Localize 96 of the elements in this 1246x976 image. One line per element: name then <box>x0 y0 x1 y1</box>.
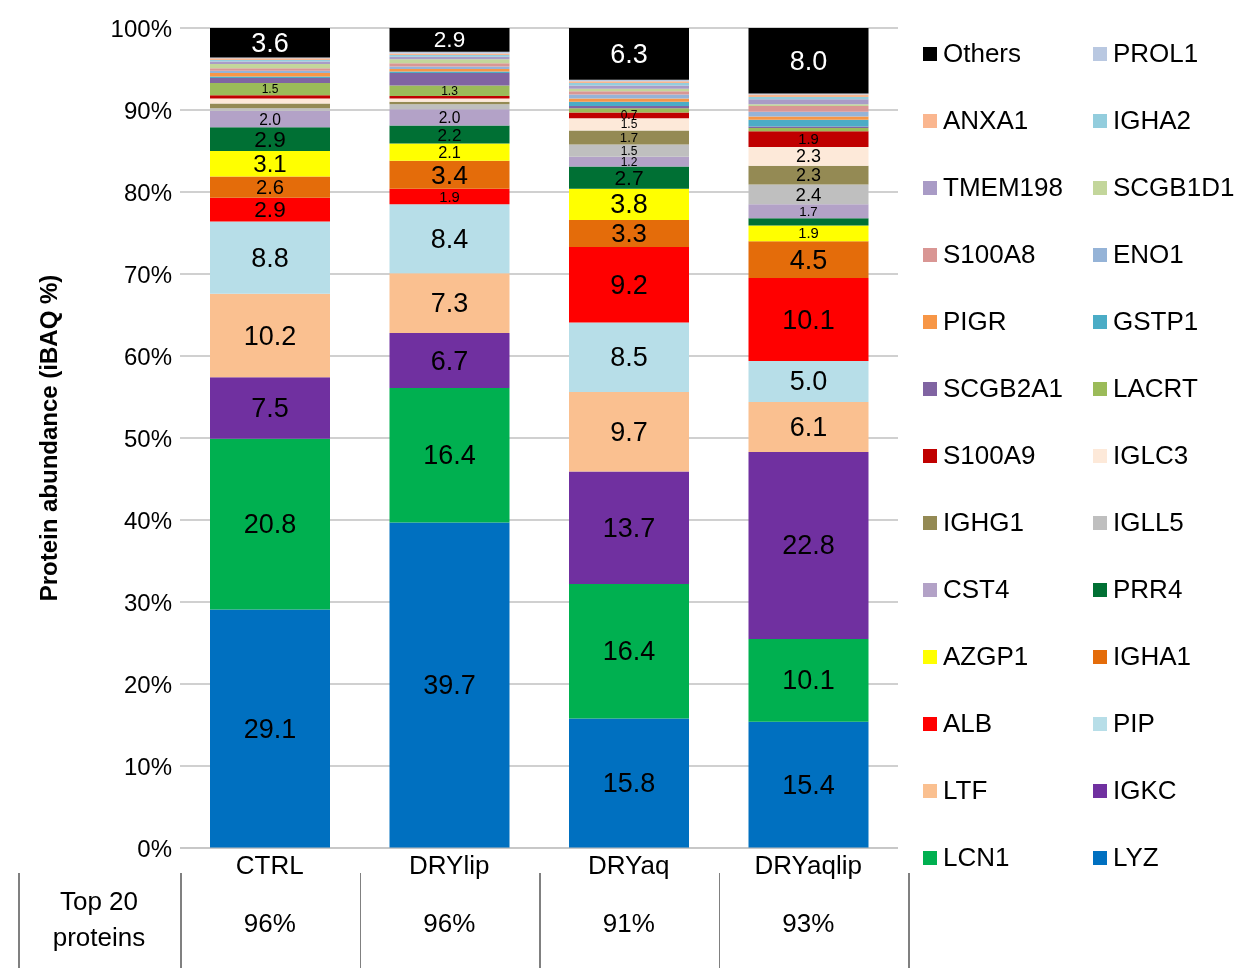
data-label: 29.1 <box>243 713 297 744</box>
data-label: 1.7 <box>619 129 639 145</box>
data-label: 5.0 <box>789 366 828 397</box>
text: 91% <box>601 908 656 939</box>
data-label: 3.3 <box>611 219 647 248</box>
legend-label: TMEM198 <box>943 172 1063 203</box>
data-label: 7.5 <box>251 393 289 424</box>
legend-label: IGLC3 <box>1113 440 1189 471</box>
data-label: 16.4 <box>602 636 656 667</box>
legend-label: SCGB2A1 <box>943 373 1063 404</box>
data-label: 2.0 <box>259 110 282 128</box>
data-label: 2.6 <box>255 176 285 199</box>
data-label: 2.2 <box>437 124 462 145</box>
legend-label: ANXA1 <box>943 105 1029 136</box>
legend-label: LTF <box>943 775 988 806</box>
legend-label: PIGR <box>943 306 1007 337</box>
x-tick-label: DRYaqlip <box>754 850 862 881</box>
data-label: 10.1 <box>782 665 835 696</box>
x-tick-label: CTRL <box>235 850 304 881</box>
legend-label: IGHA1 <box>1113 641 1192 672</box>
data-label: 1.9 <box>439 188 460 205</box>
data-label: 3.4 <box>431 159 468 190</box>
legend-label: S100A9 <box>943 440 1036 471</box>
data-label: 2.1 <box>438 143 461 162</box>
y-tick-label: 90% <box>123 96 172 124</box>
data-label: 15.4 <box>782 769 835 800</box>
y-tick-label: 30% <box>123 588 172 616</box>
data-label: 8.4 <box>430 223 469 254</box>
legend-label: CST4 <box>943 574 1010 605</box>
legend-label: PROL1 <box>1113 38 1199 69</box>
legend-label: Others <box>943 38 1022 69</box>
data-label: 8.5 <box>610 342 648 373</box>
data-label: 4.5 <box>789 244 828 275</box>
data-label: 1.5 <box>261 82 279 97</box>
legend-label: LACRT <box>1113 373 1198 404</box>
legend-label: SCGB1D1 <box>1113 172 1235 203</box>
text: Top 20 proteins <box>51 885 147 954</box>
data-label: 9.2 <box>610 269 648 300</box>
data-label: 2.3 <box>796 165 821 186</box>
y-tick-label: 50% <box>123 424 172 452</box>
data-label: 1.9 <box>798 225 819 242</box>
y-tick-label: 0% <box>137 834 172 862</box>
y-tick-label: 10% <box>123 752 172 780</box>
data-label: 3.8 <box>610 189 648 220</box>
data-label: 1.3 <box>441 83 459 98</box>
data-label: 1.9 <box>798 131 819 148</box>
y-tick-label: 100% <box>110 14 172 42</box>
data-label: 2.9 <box>254 126 286 152</box>
data-label: 2.9 <box>433 27 466 53</box>
legend-label: LYZ <box>1113 842 1159 873</box>
x-tick-label: DRYaq <box>588 850 670 881</box>
text: 96% <box>242 908 297 939</box>
legend-label: IGKC <box>1113 775 1177 806</box>
data-label: 2.7 <box>614 166 644 190</box>
legend-label: IGHG1 <box>943 507 1024 538</box>
legend-label: AZGP1 <box>943 641 1029 672</box>
data-label: 3.6 <box>251 27 289 58</box>
y-tick-label: 60% <box>123 342 172 370</box>
data-label: 39.7 <box>423 670 476 701</box>
legend-label: PRR4 <box>1113 574 1183 605</box>
data-label: 20.8 <box>243 509 297 540</box>
data-label: 2.4 <box>795 183 822 205</box>
data-label: 2.0 <box>438 108 461 126</box>
legend-label: ENO1 <box>1113 239 1184 270</box>
data-label: 6.1 <box>789 411 828 442</box>
text: 96% <box>422 908 477 939</box>
y-tick-label: 80% <box>123 178 172 206</box>
y-tick-label: 40% <box>123 506 172 534</box>
legend-label: ALB <box>943 708 993 739</box>
data-label: 3.1 <box>253 150 287 178</box>
data-label: 13.7 <box>602 512 656 543</box>
y-axis-title: Protein abundance (iBAQ %) <box>34 274 62 602</box>
legend-label: LCN1 <box>943 842 1010 873</box>
data-label: 2.3 <box>796 146 821 167</box>
legend-label: PIP <box>1113 708 1155 739</box>
y-tick-label: 70% <box>123 260 172 288</box>
text: 93% <box>781 908 836 939</box>
data-label: 8.0 <box>789 45 828 76</box>
legend-label: S100A8 <box>943 239 1036 270</box>
legend-label: IGHA2 <box>1113 105 1192 136</box>
x-tick-label: DRYlip <box>409 850 490 881</box>
data-label: 2.9 <box>254 197 286 223</box>
legend-label: GSTP1 <box>1113 306 1199 337</box>
data-label: 6.3 <box>610 38 648 69</box>
data-label: 9.7 <box>610 416 648 447</box>
legend-label: IGLL5 <box>1113 507 1184 538</box>
y-tick-label: 20% <box>123 670 172 698</box>
data-label: 8.8 <box>251 242 289 273</box>
data-label: 15.8 <box>602 768 656 799</box>
data-label: 1.7 <box>799 203 818 219</box>
data-label: 10.2 <box>243 320 297 351</box>
data-label: 6.7 <box>430 345 469 376</box>
data-label: 10.1 <box>782 304 835 335</box>
data-label: 16.4 <box>423 440 476 471</box>
data-label: 7.3 <box>430 288 469 319</box>
data-label: 22.8 <box>782 530 835 561</box>
